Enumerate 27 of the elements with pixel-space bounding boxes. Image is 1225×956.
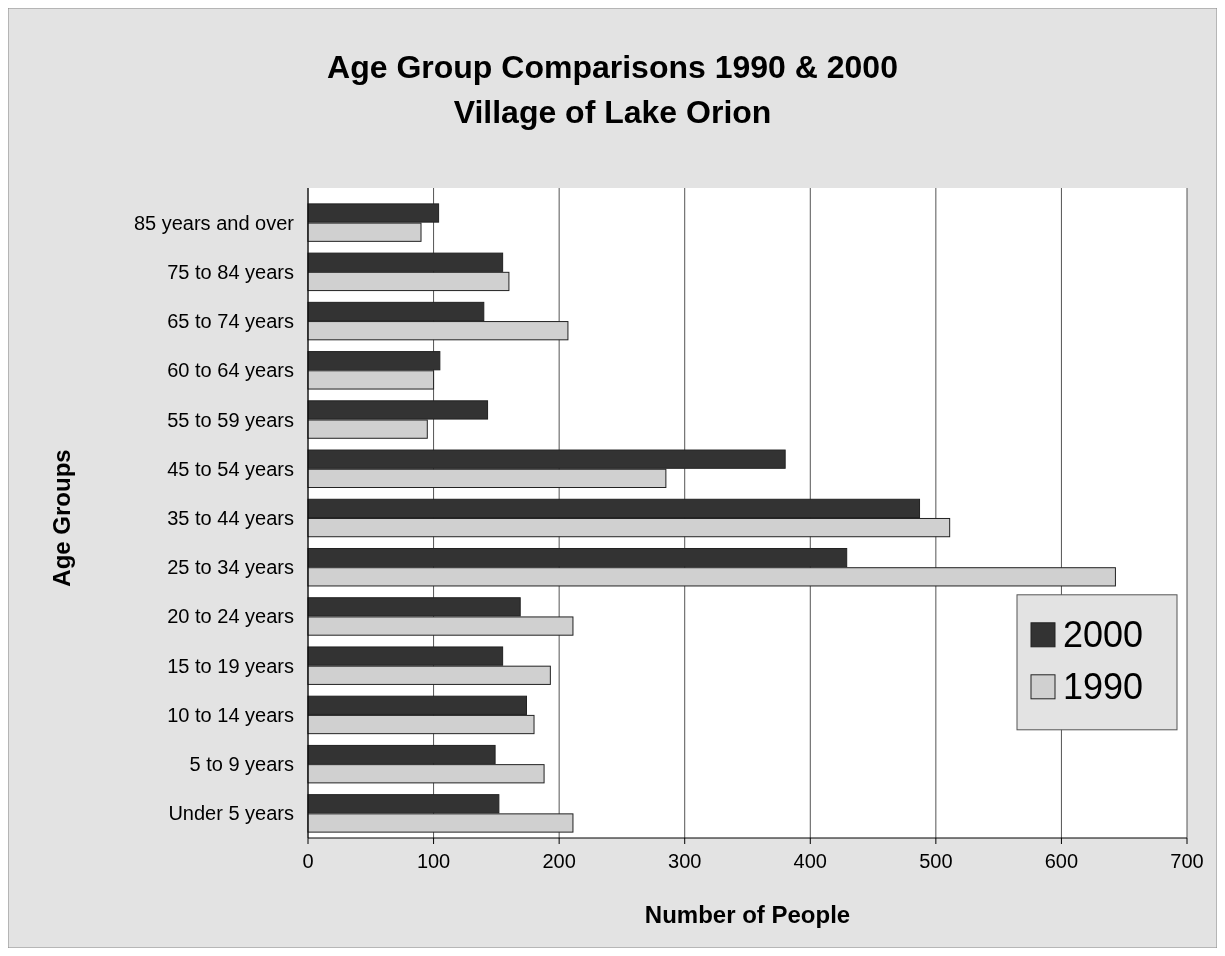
legend-label: 1990 <box>1063 665 1144 707</box>
chart-subtitle: Village of Lake Orion <box>453 94 772 130</box>
y-tick-label: 85 years and over <box>133 211 295 234</box>
y-tick-label: 5 to 9 years <box>189 753 294 776</box>
chart-title: Age Group Comparisons 1990 & 2000 <box>327 49 898 85</box>
y-tick-label: 15 to 19 years <box>167 654 294 677</box>
y-tick-label: 25 to 34 years <box>167 556 294 579</box>
y-tick-label: 75 to 84 years <box>167 260 294 283</box>
x-tick-label: 100 <box>416 850 451 872</box>
y-tick-label: 20 to 24 years <box>167 605 294 628</box>
y-axis-title: Age Groups <box>48 449 75 587</box>
y-tick-label: 10 to 14 years <box>167 703 294 726</box>
x-tick-label: 0 <box>302 850 314 872</box>
y-tick-label: Under 5 years <box>168 802 294 825</box>
x-tick-label: 400 <box>793 850 827 872</box>
y-tick-label: 55 to 59 years <box>167 408 294 431</box>
x-tick-label: 600 <box>1044 850 1079 872</box>
x-axis-title: Number of People <box>644 901 851 928</box>
y-tick-label: 65 to 74 years <box>167 310 294 333</box>
legend-label: 2000 <box>1063 613 1144 655</box>
y-tick-label: 60 to 64 years <box>167 359 294 382</box>
x-tick-label: 200 <box>542 850 576 872</box>
x-tick-label: 500 <box>919 850 953 872</box>
y-tick-label: 45 to 54 years <box>167 457 294 480</box>
x-tick-label: 300 <box>668 850 702 872</box>
x-tick-label: 700 <box>1170 850 1204 872</box>
y-tick-label: 35 to 44 years <box>167 507 294 529</box>
